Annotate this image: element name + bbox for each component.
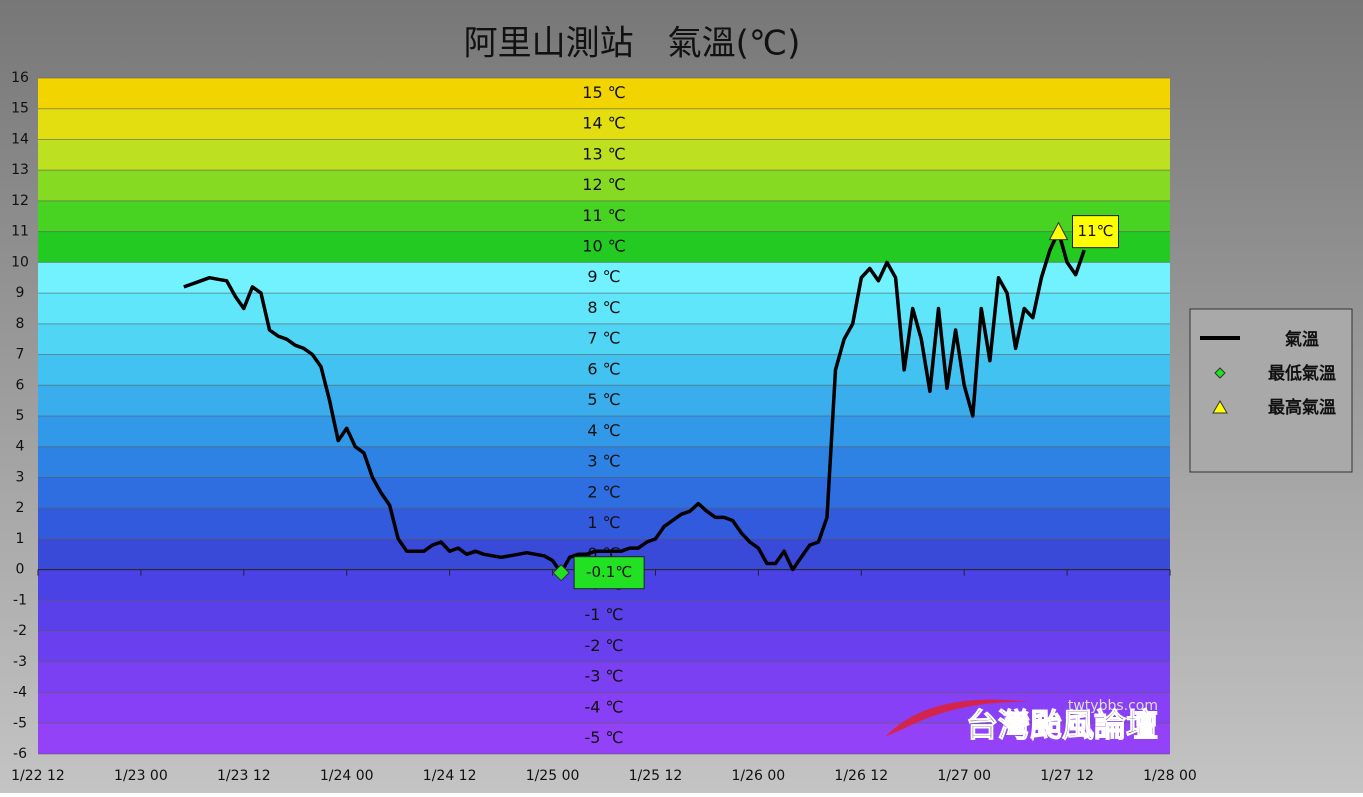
band-label: 10 ℃ [582, 237, 625, 256]
y-tick-label: 13 [11, 162, 29, 178]
x-tick-label: 1/22 12 [11, 768, 65, 784]
y-tick-label: -2 [13, 623, 27, 639]
temperature-band [38, 508, 1170, 539]
temperature-band [38, 354, 1170, 386]
y-tick-label: 5 [16, 408, 25, 424]
band-label: -3 ℃ [584, 667, 623, 686]
watermark-name: 台灣颱風論壇 [966, 706, 1158, 744]
y-tick-label: 1 [16, 531, 25, 547]
temperature-band [38, 416, 1170, 447]
band-label: 14 ℃ [582, 114, 625, 133]
y-tick-label: 7 [16, 347, 25, 363]
x-tick-label: 1/23 12 [217, 768, 271, 784]
min-label: -0.1℃ [586, 563, 632, 581]
x-tick-label: 1/25 12 [629, 768, 683, 784]
band-label: 2 ℃ [587, 482, 620, 501]
watermark-url: twtybbs.com [1068, 698, 1158, 714]
band-label: 7 ℃ [587, 329, 620, 348]
min-marker [552, 564, 570, 582]
y-tick-label: -5 [13, 715, 27, 731]
band-label: 15 ℃ [582, 83, 625, 102]
y-tick-label: -6 [13, 746, 27, 762]
y-tick-label: -1 [13, 592, 27, 608]
y-tick-label: 14 [11, 131, 29, 147]
legend-label: 最高氣溫 [1268, 397, 1336, 418]
y-tick-label: 3 [16, 469, 25, 485]
temperature-band [38, 200, 1170, 232]
max-label: 11℃ [1078, 222, 1114, 240]
chart-title: 阿里山測站 氣溫(℃) [464, 24, 801, 64]
temperature-band [38, 262, 1170, 294]
plot-area [37, 77, 1171, 755]
temperature-line [183, 229, 1086, 575]
x-tick-label: 1/24 12 [423, 768, 477, 784]
y-tick-label: 0 [16, 562, 25, 578]
band-label: 9 ℃ [587, 267, 620, 286]
band-label: 11 ℃ [582, 206, 625, 225]
min-label-box [573, 556, 645, 590]
legend [1189, 308, 1353, 473]
temperature-band [38, 170, 1170, 201]
y-tick-label: 2 [16, 500, 25, 516]
y-tick-label: 11 [11, 224, 29, 240]
temperature-band [38, 477, 1170, 509]
max-label-box [1072, 215, 1120, 249]
temperature-band [38, 692, 1170, 724]
temperature-band [38, 631, 1170, 662]
legend-min-marker [1214, 367, 1226, 379]
band-label: -4 ℃ [584, 697, 623, 716]
temperature-band [38, 600, 1170, 632]
band-label: -1 ℃ [584, 605, 623, 624]
x-tick-label: 1/28 00 [1143, 768, 1197, 784]
band-label: 6 ℃ [587, 359, 620, 378]
band-label: 8 ℃ [587, 298, 620, 317]
temperature-band [38, 78, 1170, 109]
legend-max-marker [1212, 400, 1228, 414]
temperature-band [38, 231, 1170, 263]
temperature-band [38, 108, 1170, 140]
band-label: 4 ℃ [587, 421, 620, 440]
temperature-band [38, 139, 1170, 171]
temperature-band [38, 661, 1170, 693]
y-tick-label: 15 [11, 101, 29, 117]
temperature-band [38, 446, 1170, 478]
band-label: -2 ℃ [584, 636, 623, 655]
band-label: 13 ℃ [582, 144, 625, 163]
band-label: -5 ℃ [584, 728, 623, 747]
x-tick-label: 1/27 12 [1040, 768, 1094, 784]
x-tick-label: 1/23 00 [114, 768, 168, 784]
temperature-band [38, 385, 1170, 416]
watermark-swoosh [885, 699, 1030, 737]
y-tick-label: 9 [16, 285, 25, 301]
y-tick-label: 10 [11, 254, 29, 270]
x-tick-label: 1/25 00 [526, 768, 580, 784]
y-tick-label: -4 [13, 685, 27, 701]
y-tick-label: 4 [16, 439, 25, 455]
x-tick-label: 1/24 00 [320, 768, 374, 784]
band-label: 1 ℃ [587, 513, 620, 532]
x-tick-label: 1/26 12 [834, 768, 888, 784]
y-tick-label: 6 [16, 377, 25, 393]
x-tick-label: 1/27 00 [937, 768, 991, 784]
legend-label: 氣溫 [1285, 329, 1319, 350]
max-marker [1048, 221, 1069, 241]
band-label: 3 ℃ [587, 452, 620, 471]
y-tick-label: 12 [11, 193, 29, 209]
band-label: 5 ℃ [587, 390, 620, 409]
y-tick-label: 8 [16, 316, 25, 332]
legend-label: 最低氣溫 [1268, 363, 1336, 384]
band-label: 12 ℃ [582, 175, 625, 194]
y-tick-label: 16 [11, 70, 29, 86]
x-tick-label: 1/26 00 [732, 768, 786, 784]
temperature-band [38, 723, 1170, 754]
y-tick-label: -3 [13, 654, 27, 670]
